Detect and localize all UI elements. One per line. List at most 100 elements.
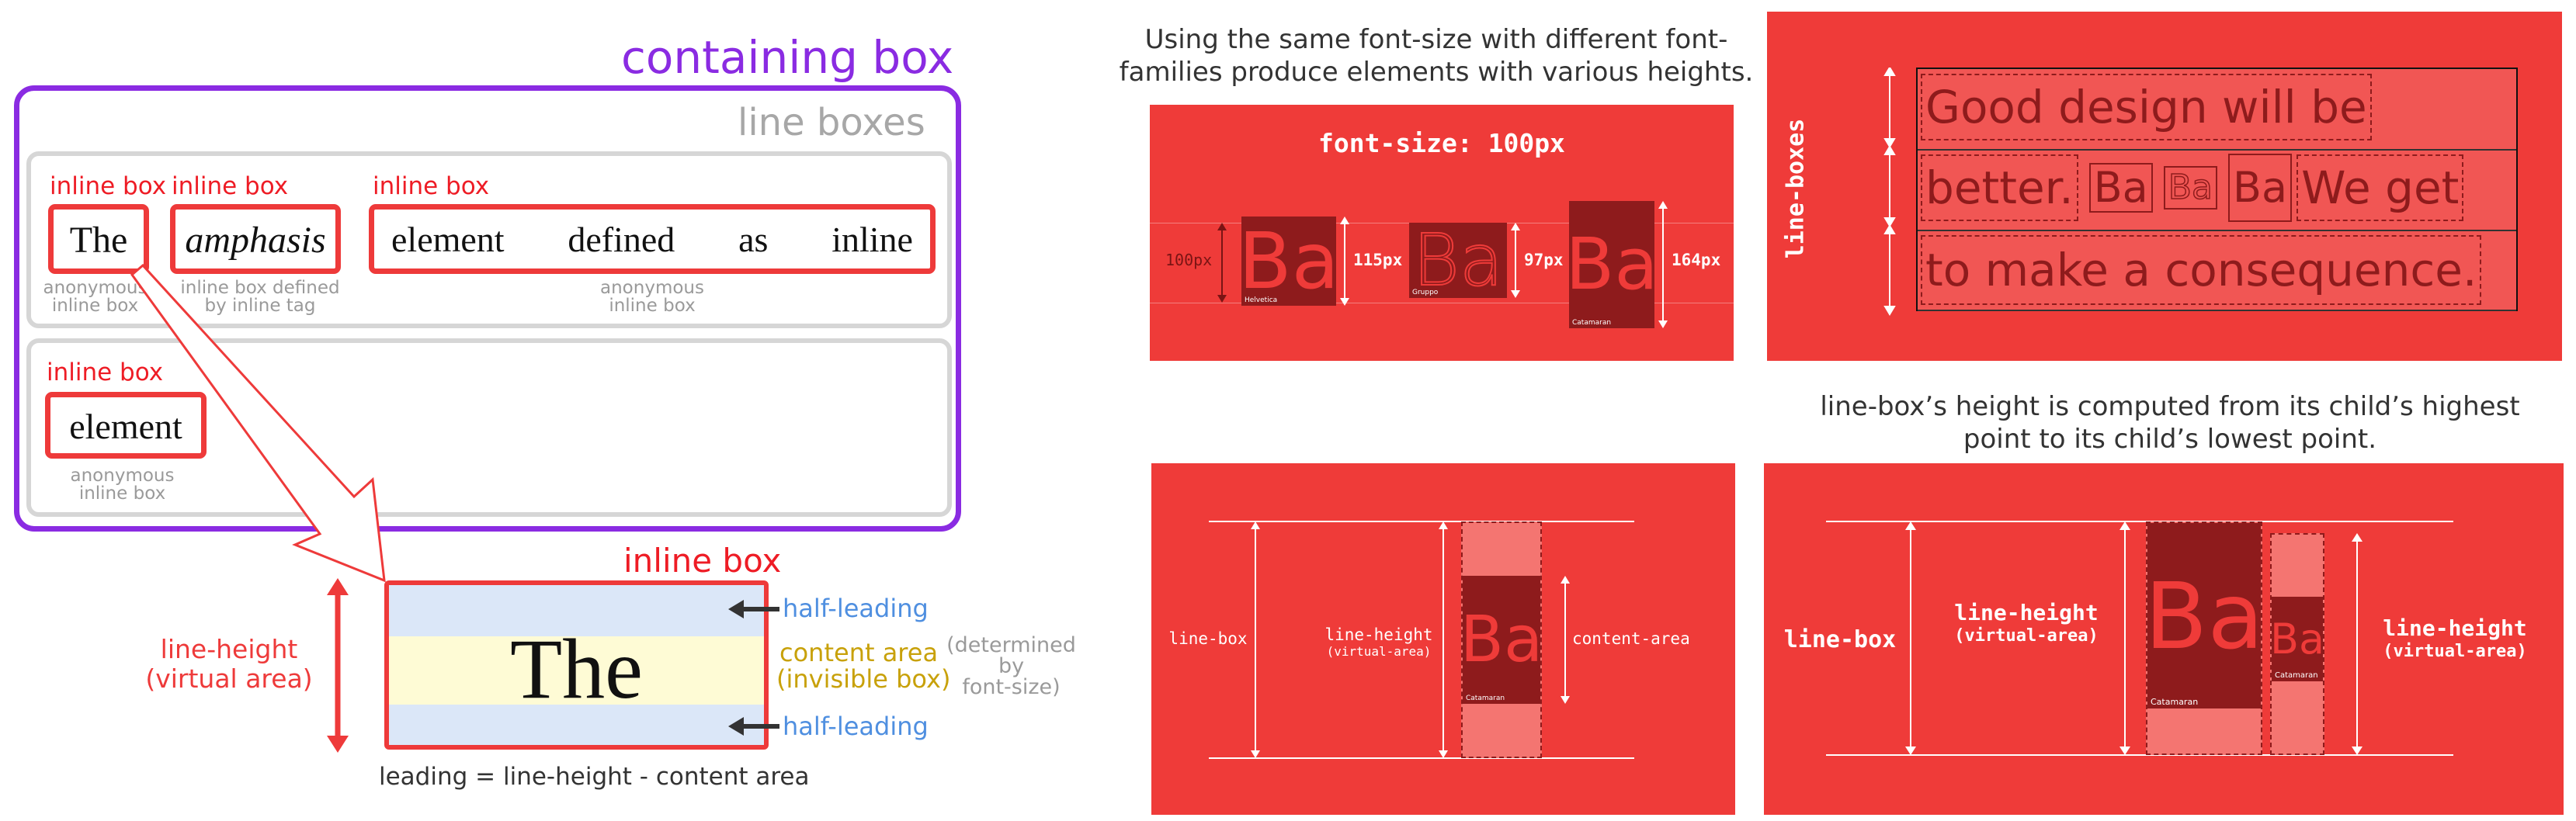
height-label-catamaran: 164px: [1672, 251, 1721, 269]
zoom-word-the: The: [509, 622, 643, 716]
leading-formula: leading = line-height - content area: [379, 763, 810, 791]
line-box-arrow: [1251, 521, 1260, 758]
line-boxes-side-label: line-boxes: [1782, 118, 1810, 259]
font-name: Catamaran: [2151, 697, 2199, 707]
font-size-title: font-size: 100px: [1318, 128, 1565, 158]
panel-d-caption: line-box’s height is computed from its c…: [1793, 390, 2546, 456]
word-as: as: [738, 220, 769, 259]
half-leading-bottom-label: half-leading: [783, 712, 929, 741]
panel-font-heights: font-size: 100px 100px Ba Helvetica 115p…: [1150, 105, 1734, 361]
note-text: inline box: [78, 483, 166, 504]
panel-line-boxes: line-boxes Good design will be better. B…: [1767, 12, 2562, 361]
font-name: Gruppo: [1412, 289, 1439, 296]
word-element: element: [69, 407, 182, 446]
guide-100px-arrow: [1217, 223, 1227, 303]
line-box-row-1: [1918, 69, 2516, 151]
glyph-text: Ba: [1460, 602, 1543, 677]
note-anonymous-2: anonymous inline box: [54, 467, 190, 503]
label-line: (virtual-area): [1954, 626, 2099, 646]
label-line: (virtual-area): [1326, 644, 1432, 659]
word-the: The: [69, 220, 128, 261]
content-area-label: content-area: [1572, 629, 1690, 648]
glyph-helvetica: Ba Helvetica: [1238, 217, 1339, 306]
font-name: Catamaran: [1466, 695, 1505, 702]
content-area-label: content area (invisible box): [776, 639, 950, 692]
top-rule: [1826, 521, 2453, 522]
caption-line: point to its child’s lowest point.: [1963, 424, 2377, 455]
line-3: to make a consequence.: [1921, 235, 2482, 305]
font-name: Catamaran: [2275, 671, 2318, 680]
label-line: line-height: [1954, 600, 2099, 625]
inline-box-label: inline box: [50, 172, 167, 200]
inline-ba-1: Ba: [2088, 163, 2153, 213]
word-element: element: [391, 220, 505, 259]
inline-box-element-defined: element defined as inline: [369, 204, 936, 274]
half-leading-bottom-arrow: [728, 717, 779, 736]
font-name: Helvetica: [1245, 296, 1278, 304]
top-rule: [1209, 521, 1634, 522]
word-amphasis: amphasis: [185, 220, 326, 261]
label-line: line-height: [2383, 615, 2527, 641]
line-height-arrow: [327, 578, 349, 753]
note-anonymous-3: anonymous inline box: [575, 279, 730, 315]
inline-box-amphasis: amphasis: [170, 204, 341, 274]
word-defined: defined: [568, 220, 675, 259]
note-text: by inline tag: [204, 296, 316, 316]
word-better: better.: [1921, 154, 2078, 221]
content-area-big: Ba Catamaran: [2144, 523, 2264, 708]
line-2: better. Ba Ba Ba We get: [1921, 154, 2464, 222]
line-height-right-arrow: [2352, 533, 2362, 755]
note-anonymous-1: anonymous inline box: [31, 279, 159, 315]
height-label-gruppo: 97px: [1524, 251, 1564, 269]
note-text: anonymous: [600, 278, 704, 298]
guide-100px-label: 100px: [1165, 251, 1213, 269]
content-area: [389, 636, 764, 705]
note-text: anonymous: [43, 278, 148, 298]
half-leading-top-arrow: [728, 600, 779, 618]
line-height-label: line-height (virtual-area): [1321, 626, 1437, 660]
line-text: to make a consequence.: [1925, 244, 2477, 296]
label-line: by: [998, 654, 1025, 678]
label-line: (invisible box): [776, 664, 951, 694]
label-line: content area: [779, 638, 939, 667]
bottom-rule: [1209, 757, 1634, 759]
note-text: anonymous: [70, 466, 175, 486]
height-arrow-gruppo: [1511, 223, 1520, 298]
glyph-gruppo: Ba Gruppo: [1409, 223, 1507, 298]
line-box-label: line-box: [1168, 629, 1248, 648]
inline-box-the: The: [48, 204, 149, 274]
word-we-get: We get: [2297, 154, 2464, 221]
determined-label: (determined by font-size): [943, 635, 1079, 698]
panel-line-box-height: line-box line-height (virtual-area) Ba C…: [1764, 463, 2564, 815]
label-line: font-size): [962, 675, 1061, 699]
line-text: Good design will be: [1925, 81, 2367, 133]
glyph-text: Ba: [1565, 223, 1658, 306]
containing-box-label: containing box: [621, 31, 954, 84]
half-leading-top-label: half-leading: [783, 594, 929, 623]
inline-ba-2: Ba: [2163, 166, 2217, 210]
panel-a-caption: Using the same font-size with different …: [1118, 23, 1755, 88]
line-height-right-label: line-height (virtual-area): [2369, 617, 2540, 663]
zoom-inline-box-label: inline box: [623, 542, 782, 580]
line-box-arrows: [1883, 68, 1896, 316]
note-text: inline box defined: [180, 278, 340, 298]
panel-line-height: line-box line-height (virtual-area) Ba C…: [1151, 463, 1735, 815]
caption-line: families produce elements with various h…: [1119, 57, 1754, 88]
glyph-small: Ba: [2269, 614, 2325, 663]
line-box-arrow: [1905, 521, 1916, 755]
label-line: (determined: [946, 633, 1076, 657]
line-box-label: line-box: [1783, 626, 1897, 653]
glyph-big: Ba: [2144, 562, 2264, 670]
line-box-2: [26, 338, 952, 517]
note-inline-tag: inline box defined by inline tag: [159, 279, 361, 315]
content-area-box: Ba Catamaran: [1460, 576, 1543, 704]
glyph-catamaran: Ba Catamaran: [1565, 201, 1658, 328]
line-boxes-label: line boxes: [738, 101, 925, 144]
inline-box-label: inline box: [172, 172, 289, 200]
height-label-helvetica: 115px: [1353, 251, 1403, 269]
line-height-arrow: [1439, 521, 1448, 758]
label-line: (virtual area): [145, 663, 313, 694]
bottom-rule: [1826, 754, 2453, 756]
line-box-1: [26, 151, 952, 328]
caption-line: line-box’s height is computed from its c…: [1820, 391, 2520, 422]
